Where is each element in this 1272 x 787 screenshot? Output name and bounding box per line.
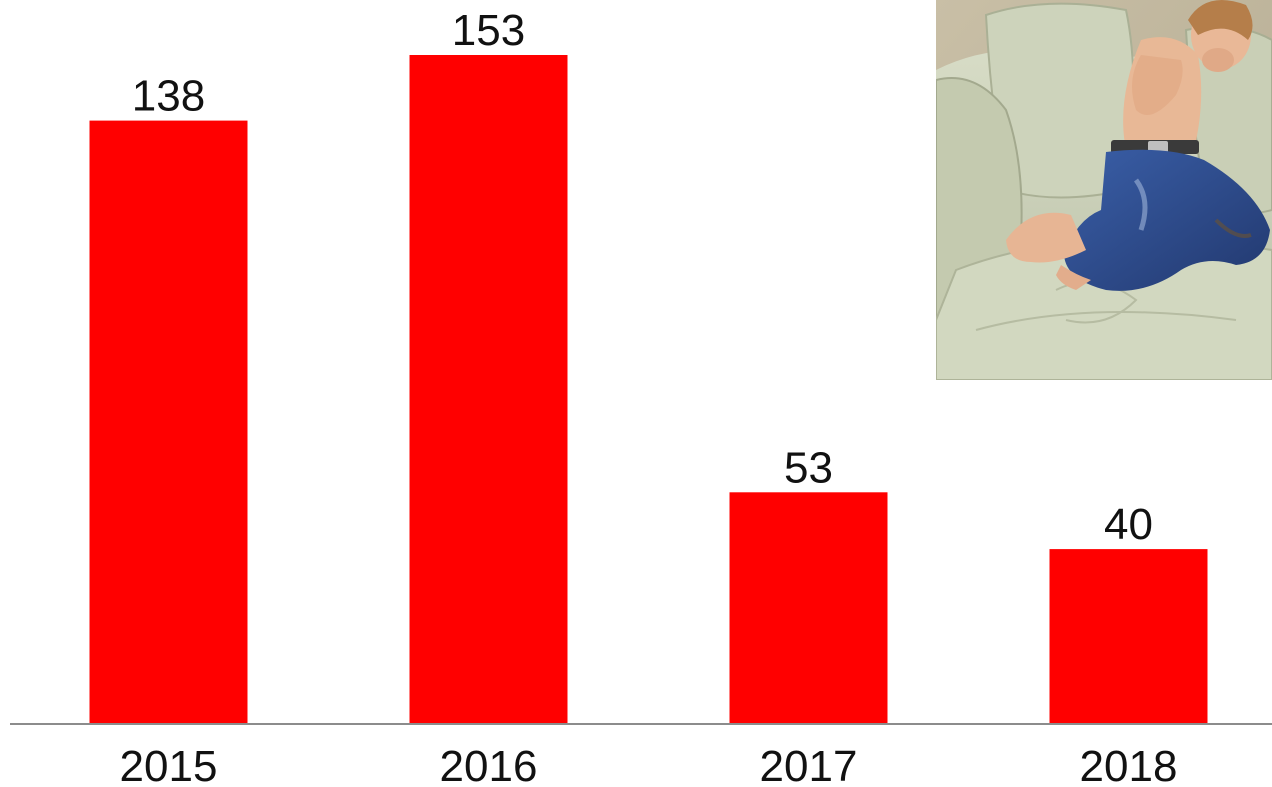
- data-label-2017: 53: [784, 443, 833, 492]
- bar-2018: [1049, 549, 1208, 724]
- labels-layer: 138 2015 153 2016 53 2017 40 2018: [120, 6, 1178, 787]
- child-on-sofa-photo: [936, 0, 1272, 380]
- x-tick-label-2017: 2017: [760, 742, 858, 787]
- bar-2015: [89, 120, 248, 725]
- data-label-2016: 153: [452, 6, 525, 55]
- bars-layer: [89, 55, 1208, 725]
- bar-2016: [409, 55, 568, 724]
- x-tick-label-2018: 2018: [1080, 742, 1178, 787]
- x-tick-label-2015: 2015: [120, 742, 218, 787]
- data-label-2015: 138: [132, 72, 205, 121]
- bar-2017: [729, 492, 888, 724]
- x-tick-label-2016: 2016: [440, 742, 538, 787]
- data-label-2018: 40: [1104, 500, 1153, 549]
